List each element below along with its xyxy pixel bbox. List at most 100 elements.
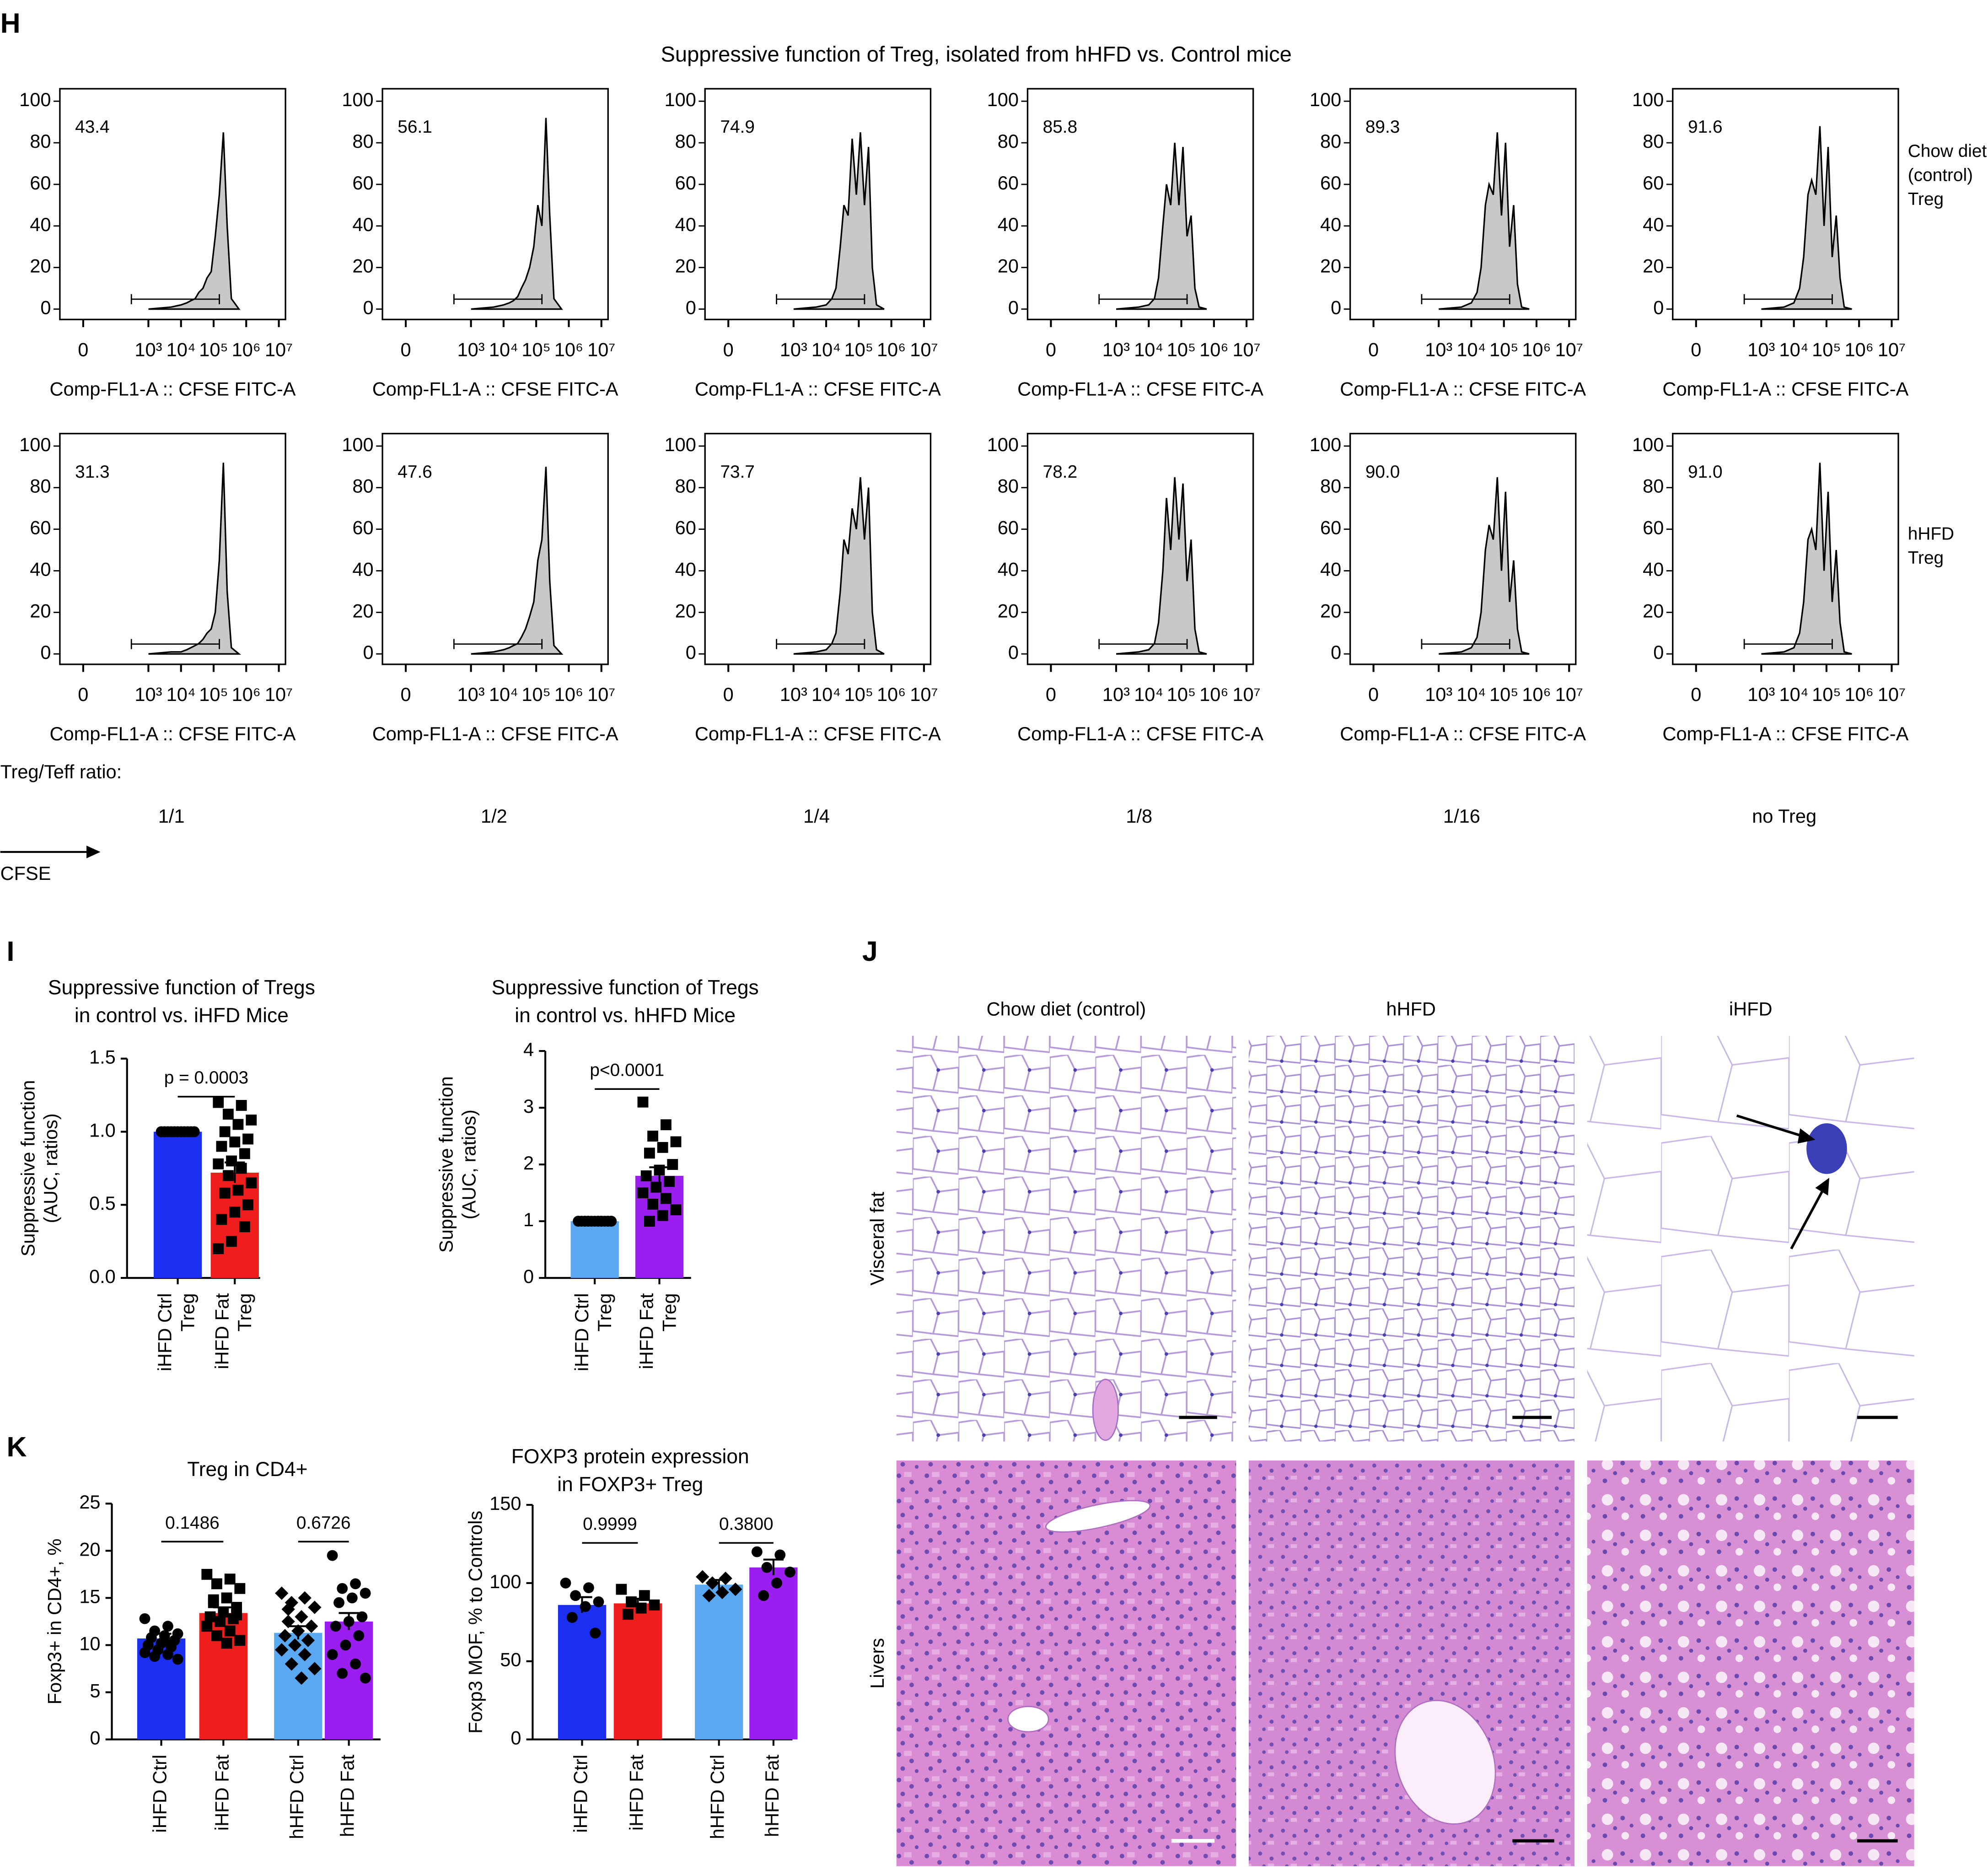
y-tick-label: 0 — [363, 297, 374, 318]
data-point — [216, 1214, 227, 1225]
plot-frame — [59, 432, 286, 665]
x-tick-label: 10⁵ — [521, 339, 550, 361]
y-tick-label: 0 — [363, 641, 374, 663]
y-tick-label: 60 — [1643, 517, 1664, 539]
y-tick-label: 80 — [1643, 475, 1664, 497]
y-tick-label: 0 — [1653, 641, 1664, 663]
x-tick-label: 10⁶ — [1845, 339, 1874, 361]
y-tick-label: 80 — [1320, 130, 1341, 152]
plot-frame — [1349, 432, 1577, 665]
y-tick-label: 20 — [30, 600, 51, 621]
data-point — [213, 1158, 224, 1169]
row-label: Livers — [866, 1638, 888, 1689]
data-point — [215, 1616, 226, 1627]
x-tick-label: 10⁷ — [1232, 339, 1260, 361]
ratio-label: 1/1 — [158, 805, 185, 827]
data-point — [224, 1574, 236, 1585]
data-point — [327, 1649, 338, 1660]
arrow — [1790, 1185, 1827, 1250]
data-point — [201, 1621, 213, 1632]
data-point — [208, 1594, 219, 1606]
image-liver-hhfd — [1248, 1460, 1575, 1866]
x-tick-label: 10⁶ — [1522, 339, 1551, 361]
y-tick-label: 40 — [352, 558, 373, 580]
data-point — [242, 1133, 253, 1145]
y-axis-label: Foxp3 MOF, % to Controls — [464, 1511, 486, 1734]
column-label: Chow diet (control) — [987, 998, 1146, 1019]
data-point — [566, 1612, 578, 1623]
x-axis-label: Comp-FL1-A :: CFSE FITC-A — [1340, 378, 1586, 399]
histogram — [148, 463, 242, 655]
x-tick-label: 0 — [401, 339, 411, 361]
x-tick-label: hHFD Ctrl — [707, 1755, 728, 1839]
y-tick-label: 40 — [998, 558, 1019, 580]
x-tick-label: 10³ — [780, 684, 807, 705]
data-point — [353, 1630, 365, 1641]
row-label: hHFD — [1908, 524, 1954, 544]
bar — [558, 1605, 607, 1740]
y-tick-label: 0.5 — [89, 1192, 116, 1214]
y-tick-label: 100 — [1310, 434, 1341, 455]
x-axis-label: Comp-FL1-A :: CFSE FITC-A — [695, 378, 941, 399]
x-tick-label: 0 — [1046, 684, 1056, 705]
gate-percent: 43.4 — [75, 117, 109, 137]
data-point — [162, 1649, 173, 1660]
ratio-label: 1/8 — [1126, 805, 1152, 827]
vessel — [1007, 1706, 1049, 1733]
y-tick-label: 3 — [523, 1095, 534, 1117]
image-liver-ihfd — [1587, 1460, 1914, 1866]
x-tick-label: 10⁴ — [811, 684, 841, 705]
x-tick-label: iHFD Fat — [636, 1293, 657, 1369]
x-tick-label: 10⁵ — [199, 684, 228, 705]
plot-frame — [1349, 88, 1577, 320]
data-point — [667, 1159, 678, 1170]
gate-percent: 90.0 — [1365, 462, 1400, 482]
histology — [896, 1035, 1914, 1866]
x-tick-label: 10⁷ — [1878, 684, 1906, 705]
chart-title: in control vs. iHFD Mice — [75, 1004, 289, 1027]
y-tick-label: 40 — [30, 558, 51, 580]
cell-cluster — [1806, 1123, 1847, 1174]
data-point — [761, 1562, 773, 1573]
x-tick-label: 10³ — [1747, 339, 1775, 361]
data-point — [169, 1126, 180, 1137]
data-point — [221, 1592, 232, 1604]
row-label: Visceral fat — [866, 1191, 888, 1285]
x-tick-label: 10⁴ — [811, 339, 841, 361]
row-label: Treg — [1908, 548, 1944, 568]
data-point — [232, 1119, 244, 1130]
data-point — [350, 1578, 361, 1590]
plot-frame — [59, 88, 286, 320]
x-tick-label: hHFD Fat — [761, 1754, 783, 1837]
ratio-label: no Treg — [1752, 805, 1816, 827]
x-tick-label: Treg — [177, 1293, 198, 1331]
data-point — [771, 1577, 782, 1589]
x-tick-label: 10³ — [1425, 684, 1452, 705]
x-tick-label: 0 — [401, 684, 411, 705]
x-tick-label: iHFD Fat — [625, 1754, 647, 1831]
y-tick-label: 80 — [30, 475, 51, 497]
bar — [570, 1221, 619, 1278]
plot-frame — [1026, 88, 1254, 320]
histogram — [471, 118, 563, 310]
x-tick-label: Treg — [658, 1293, 680, 1331]
data-point — [637, 1096, 649, 1108]
data-point — [222, 1109, 234, 1120]
data-point — [139, 1613, 150, 1624]
ratio-label: 1/16 — [1443, 805, 1480, 827]
y-tick-label: 100 — [19, 89, 51, 110]
x-tick-label: 10⁷ — [265, 684, 293, 705]
x-tick-label: 10⁶ — [1199, 339, 1228, 361]
y-tick-label: 20 — [998, 600, 1019, 621]
x-tick-label: 10³ — [134, 684, 162, 705]
x-axis-label: Comp-FL1-A :: CFSE FITC-A — [50, 378, 296, 399]
x-axis-label: Comp-FL1-A :: CFSE FITC-A — [50, 723, 296, 744]
row-label: (control) — [1908, 165, 1973, 185]
y-tick-label: 60 — [998, 172, 1019, 194]
y-tick-label: 0 — [510, 1727, 521, 1749]
y-tick-label: 20 — [1643, 600, 1664, 621]
arrow-head — [1815, 1178, 1829, 1196]
x-tick-label: 10⁶ — [1522, 684, 1551, 705]
y-tick-label: 0 — [1008, 297, 1019, 318]
